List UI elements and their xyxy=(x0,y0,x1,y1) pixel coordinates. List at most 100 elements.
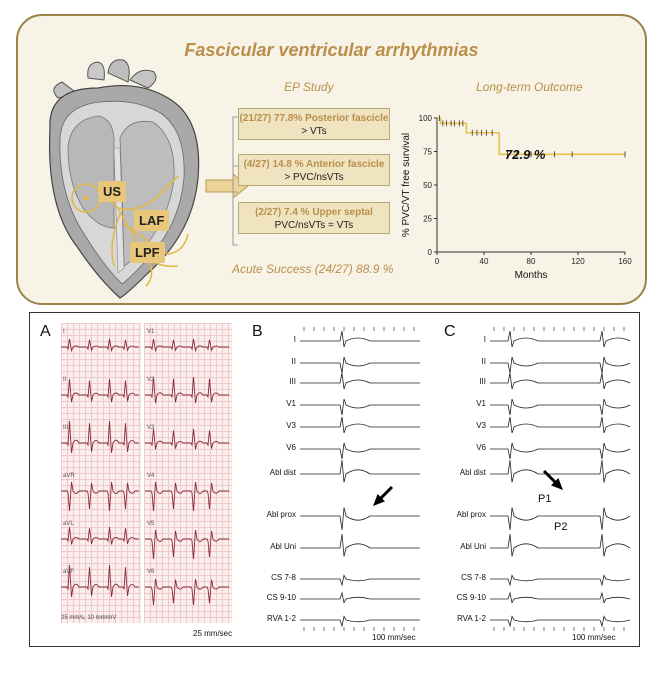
egm-lead-label: Abl dist xyxy=(269,468,296,477)
egm-trace xyxy=(490,356,630,374)
egm-trace xyxy=(490,615,630,628)
egm-trace xyxy=(490,398,630,416)
egm-trace xyxy=(300,330,420,348)
x-tick-label: 0 xyxy=(435,257,440,266)
ecg-lead-name: V1 xyxy=(147,329,155,335)
panel-c-speed: 100 mm/sec xyxy=(572,633,616,642)
survival-curve xyxy=(437,117,625,156)
ecg-lead-trace xyxy=(145,529,229,560)
ecg-grid-precordial-leads xyxy=(144,323,232,623)
egm-lead-label: V3 xyxy=(476,421,486,430)
egm-lead-label: RVA 1-2 xyxy=(266,614,296,623)
survival-value-label: 72.9 % xyxy=(505,147,546,162)
ep-result-description: PVC/nsVTs = VTs xyxy=(274,220,354,231)
egm-lead-label: CS 9-10 xyxy=(456,593,486,602)
egm-lead-label: Abl Uni xyxy=(270,542,296,551)
ecg-lead-name: V5 xyxy=(147,521,155,527)
egm-trace xyxy=(490,372,630,390)
egm-lead-label: V1 xyxy=(286,399,296,408)
x-tick-label: 160 xyxy=(618,257,632,266)
egm-lead-label: II xyxy=(291,357,296,366)
panel-b-letter: B xyxy=(252,323,263,340)
abstract-title: Fascicular ventricular arrhythmias xyxy=(184,40,479,60)
ecg-lead-trace xyxy=(61,420,139,453)
egm-lead-label: V6 xyxy=(286,443,296,452)
ep-result-percent: (4/27) 14.8 % Anterior fascicle xyxy=(243,159,385,170)
x-tick-label: 40 xyxy=(480,257,489,266)
p2-potential-label: P2 xyxy=(554,521,568,533)
ecg-calibration-caption: 25 mm/s, 10 mm/mV xyxy=(61,615,117,621)
egm-lead-label: CS 9-10 xyxy=(266,593,296,602)
ep-study-title: EP Study xyxy=(284,80,334,94)
egm-trace xyxy=(300,591,420,604)
ecg-lead-name: III xyxy=(63,425,68,431)
y-tick-label: 75 xyxy=(423,148,432,157)
x-tick-label: 120 xyxy=(571,257,585,266)
egm-lead-label: V3 xyxy=(286,421,296,430)
egm-lead-label: V1 xyxy=(476,399,486,408)
outcome-title: Long-term Outcome xyxy=(476,80,583,94)
kaplan-meier-chart: 0 25 50 75 100 0 40 80 120 160 Months % PVC/VT free… xyxy=(401,114,632,281)
egm-lead-label: I xyxy=(483,335,486,344)
acute-success-text: Acute Success (24/27) 88.9 % xyxy=(232,262,394,276)
ecg-lead-trace xyxy=(145,376,229,404)
egm-trace xyxy=(300,459,420,483)
egm-lead-label: Abl prox xyxy=(266,510,296,519)
ep-bracket xyxy=(232,116,238,246)
egm-lead-label: Abl prox xyxy=(456,510,486,519)
egm-trace xyxy=(490,330,630,348)
ecg-lead-name: aVF xyxy=(63,569,74,575)
ecg-lead-trace xyxy=(61,564,139,597)
egm-trace xyxy=(490,459,630,483)
panel-a-letter: A xyxy=(40,323,51,340)
egm-lead-label: CS 7-8 xyxy=(271,573,296,582)
ecg-lead-name: II xyxy=(63,377,67,383)
ep-result-box-anterior: (4/27) 14.8 % Anterior fascicle > PVC/ns… xyxy=(238,154,390,186)
egm-trace xyxy=(300,398,420,416)
ecg-lead-trace xyxy=(145,338,229,353)
black-arrow-icon xyxy=(542,469,563,490)
egm-lead-label: CS 7-8 xyxy=(461,573,486,582)
graphical-abstract-panel: Fascicular ventricular arrhythmias US LA… xyxy=(16,14,647,305)
ecg-lead-name: V2 xyxy=(147,377,155,383)
y-tick-label: 0 xyxy=(428,248,433,257)
label-left-anterior-fascicle: LAF xyxy=(134,210,170,231)
egm-trace xyxy=(300,615,420,628)
ep-result-description: > VTs xyxy=(301,126,327,137)
egm-trace xyxy=(300,574,420,587)
panel-c-letter: C xyxy=(444,323,456,340)
egm-trace xyxy=(490,507,630,531)
egm-trace xyxy=(300,507,420,531)
egm-lead-label: II xyxy=(481,357,486,366)
ecg-lead-name: V6 xyxy=(147,569,155,575)
ecg-lead-trace xyxy=(145,578,229,606)
ep-result-box-posterior: (21/27) 77.8% Posterior fascicle > VTs xyxy=(238,108,390,140)
egm-trace xyxy=(490,574,630,587)
egm-trace xyxy=(300,442,420,460)
ecg-lead-trace xyxy=(61,526,139,545)
ecg-lead-name: V4 xyxy=(147,473,155,479)
egm-trace xyxy=(300,372,420,390)
egm-lead-label: III xyxy=(289,377,296,386)
ecg-grid-limb-leads xyxy=(61,323,141,623)
ecg-lead-trace xyxy=(61,378,139,403)
y-tick-label: 50 xyxy=(423,181,432,190)
egm-trace xyxy=(490,416,630,434)
black-arrow-icon xyxy=(373,485,394,506)
y-tick-label: 100 xyxy=(419,114,433,123)
egm-trace xyxy=(490,591,630,604)
egm-trace xyxy=(490,442,630,460)
panel-a-speed: 25 mm/sec xyxy=(193,629,233,638)
ep-result-percent: (2/27) 7.4 % Upper septal xyxy=(255,207,373,218)
x-tick-label: 80 xyxy=(527,257,536,266)
egm-lead-label: III xyxy=(479,377,486,386)
label-left-posterior-fascicle: LPF xyxy=(130,242,165,263)
intracardiac-tracings-c xyxy=(490,327,630,631)
egm-trace xyxy=(490,533,630,557)
ecg-lead-trace xyxy=(145,428,229,450)
panel-b-speed: 100 mm/sec xyxy=(372,633,416,642)
egm-trace xyxy=(300,533,420,557)
ecg-lead-name: V3 xyxy=(147,425,155,431)
egm-lead-label: I xyxy=(293,335,296,344)
